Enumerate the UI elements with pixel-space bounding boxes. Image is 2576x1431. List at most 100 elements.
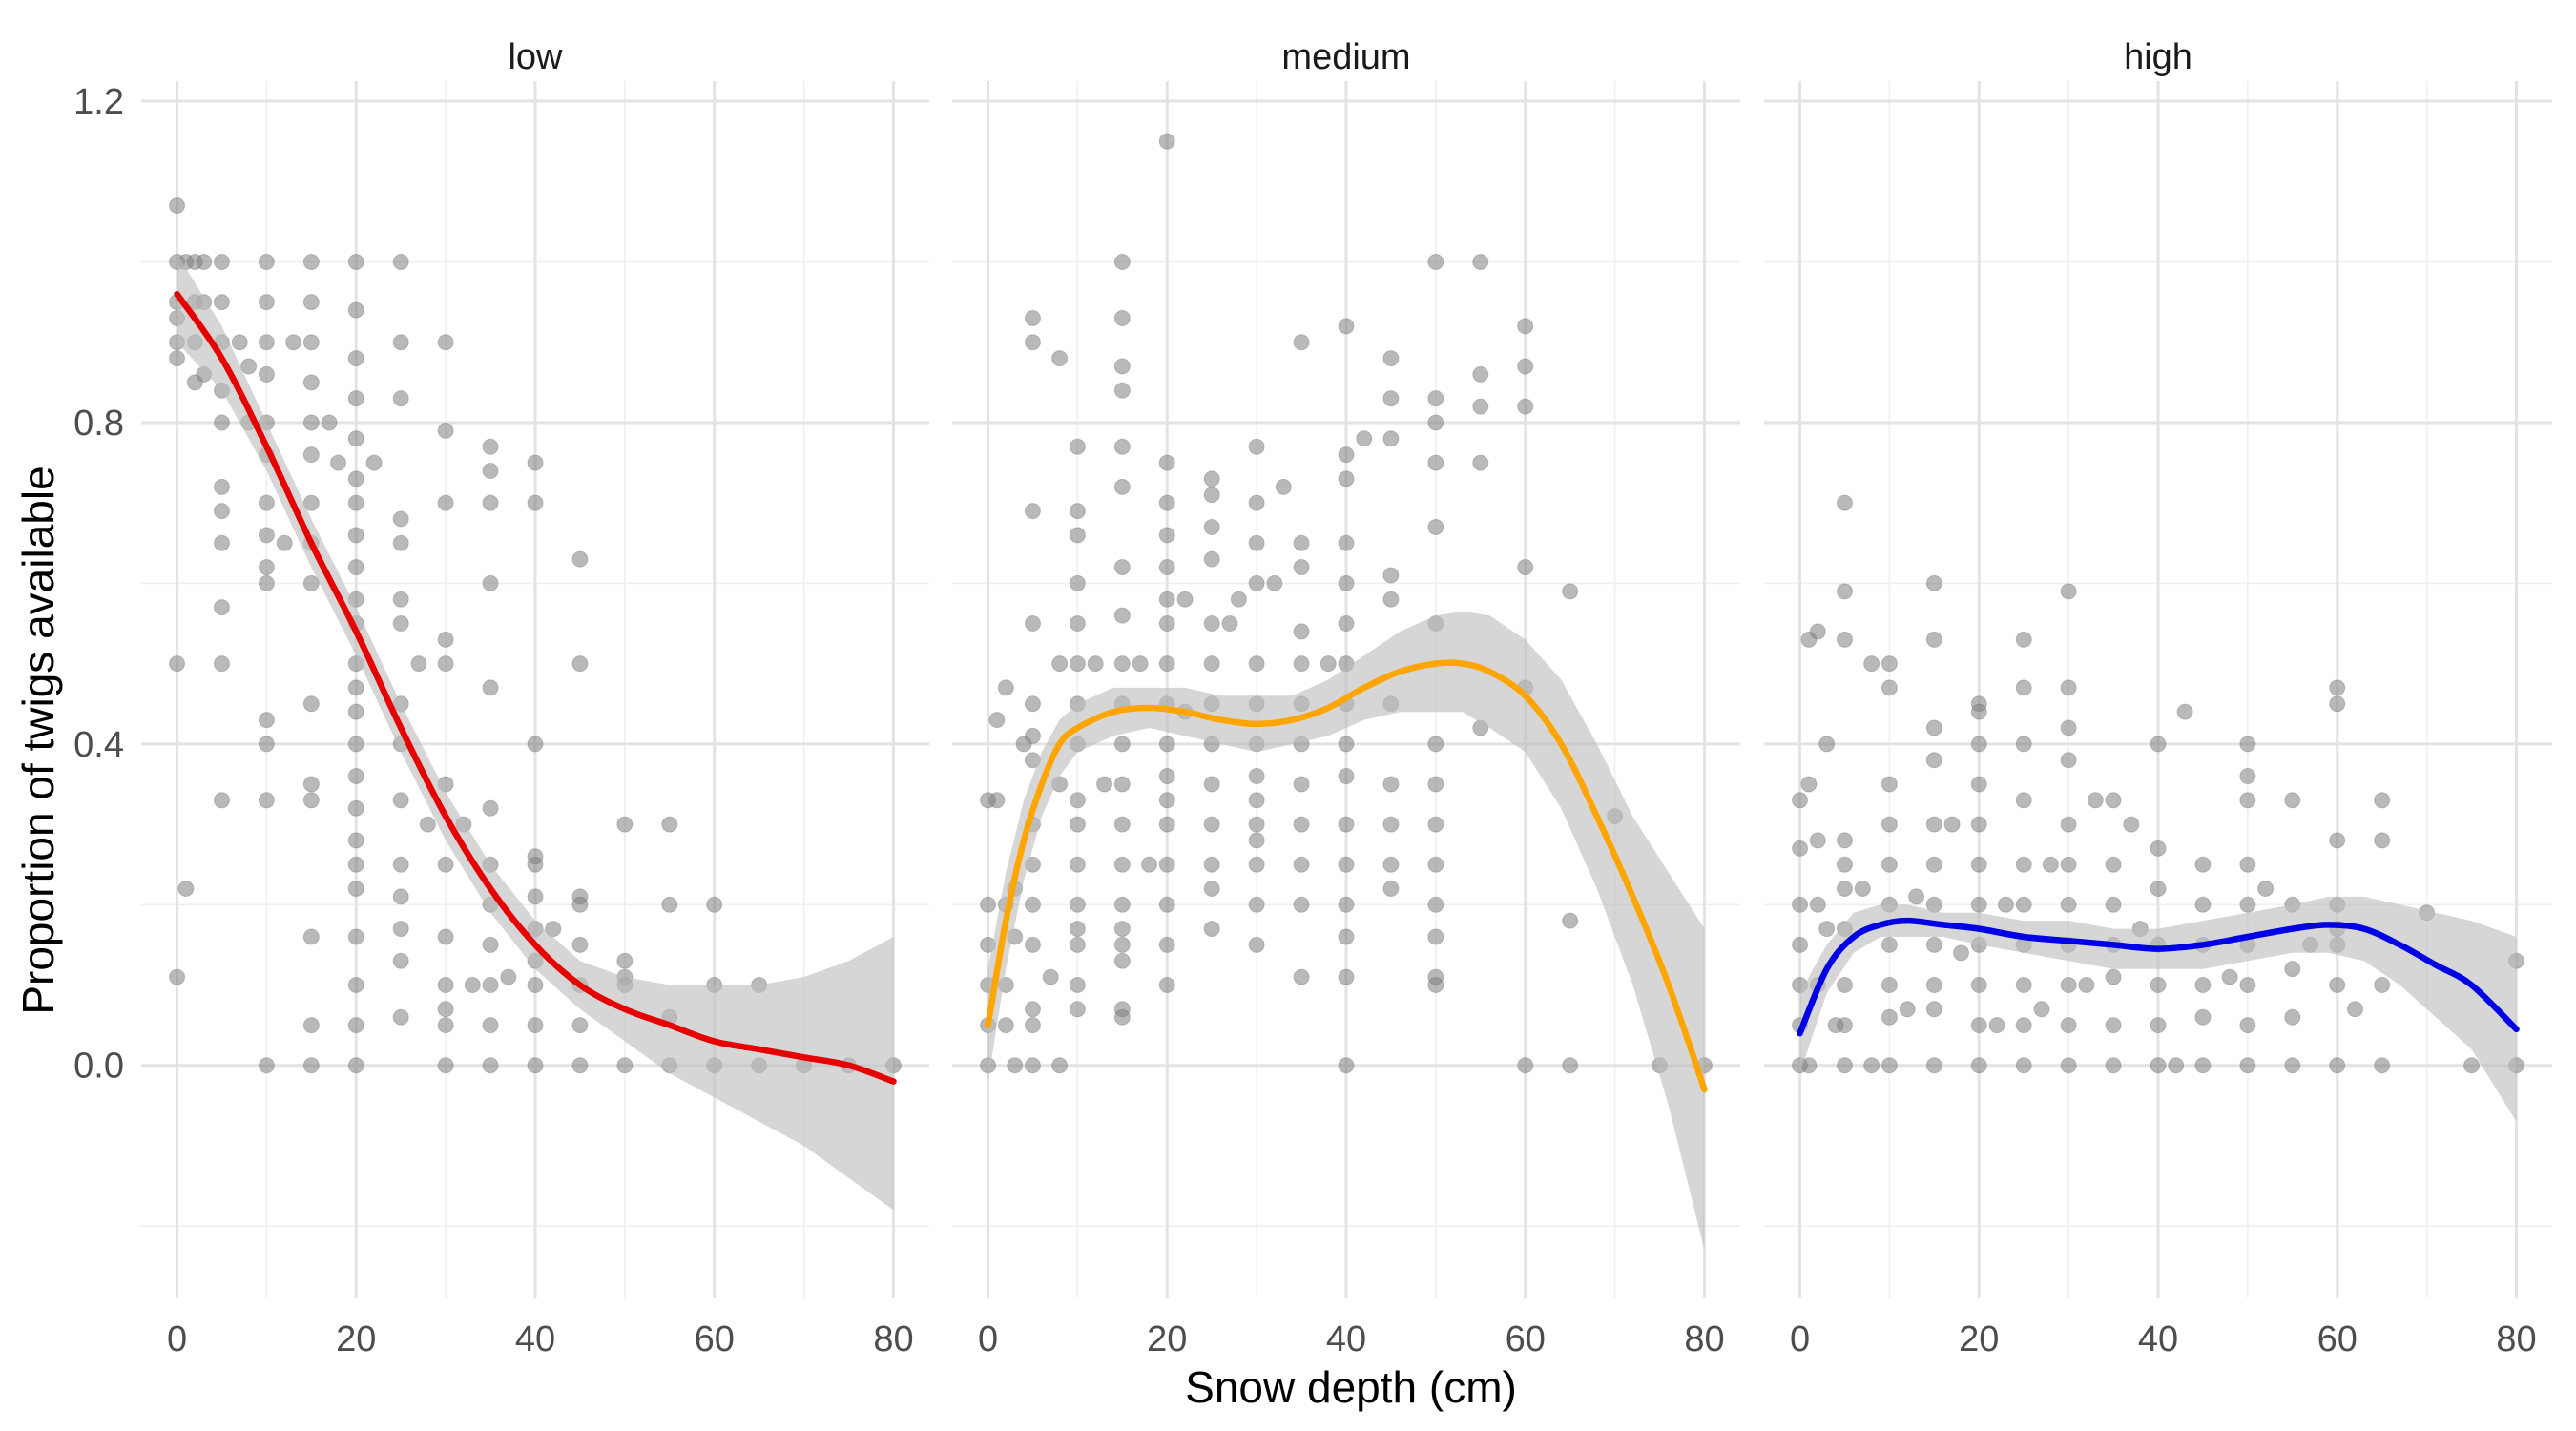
data-point <box>1517 318 1534 335</box>
data-point <box>1836 977 1853 994</box>
data-point <box>1427 928 1444 945</box>
data-point <box>258 254 275 271</box>
y-tick-label: 0.4 <box>73 725 124 765</box>
x-tick-label: 60 <box>2317 1319 2358 1359</box>
data-point <box>2239 1057 2256 1074</box>
data-point <box>527 494 544 511</box>
data-point <box>1908 888 1925 905</box>
data-point <box>1051 350 1069 367</box>
data-point <box>392 792 409 809</box>
data-point <box>1792 936 1809 953</box>
data-point <box>1925 574 1942 591</box>
data-point <box>1203 856 1220 873</box>
data-point <box>258 527 275 544</box>
data-point <box>177 880 195 897</box>
data-point <box>1293 559 1310 576</box>
data-point <box>1024 936 1041 953</box>
smooth-trend-line <box>1797 917 2520 1037</box>
data-point <box>1203 487 1220 504</box>
data-point <box>1113 559 1131 576</box>
data-point <box>1248 768 1265 785</box>
data-point <box>1203 518 1220 535</box>
data-point <box>1562 912 1579 929</box>
data-point <box>1024 1017 1041 1034</box>
data-point <box>437 856 454 873</box>
data-point <box>213 655 230 673</box>
data-point <box>2105 968 2122 985</box>
data-point <box>321 414 338 431</box>
data-point <box>2329 679 2346 696</box>
data-point <box>2087 792 2104 809</box>
data-point <box>1293 816 1310 833</box>
data-point <box>997 679 1014 696</box>
data-point <box>1792 896 1809 913</box>
data-point <box>2221 968 2238 985</box>
smooth-trend-line <box>985 659 1708 1093</box>
data-point <box>2150 977 2167 994</box>
data-point <box>392 254 409 271</box>
data-point <box>1880 655 1898 673</box>
data-point <box>1024 309 1041 326</box>
confidence-ribbon <box>177 254 894 1211</box>
data-point <box>661 816 678 833</box>
data-point <box>1970 856 1987 873</box>
x-tick-label: 60 <box>1506 1319 1546 1359</box>
data-point <box>1854 880 1871 897</box>
data-point <box>2239 768 2256 785</box>
data-point <box>2329 977 2346 994</box>
data-point <box>2150 840 2167 857</box>
data-point <box>1069 816 1086 833</box>
panel-low: low 0 20 40 60 80 <box>141 37 929 1359</box>
data-point <box>2374 792 2391 809</box>
data-point <box>2105 1057 2122 1074</box>
data-point <box>1024 896 1041 913</box>
data-point <box>2060 583 2077 600</box>
data-point <box>392 390 409 407</box>
data-point <box>258 736 275 753</box>
data-point <box>1158 856 1175 873</box>
data-point <box>2284 1008 2301 1026</box>
data-point <box>571 655 589 673</box>
data-point <box>2105 792 2122 809</box>
data-point <box>169 197 186 215</box>
data-point <box>169 350 186 367</box>
data-point <box>1970 736 1987 753</box>
data-point <box>1382 816 1400 833</box>
y-tick-label: 1.2 <box>73 82 124 122</box>
data-point <box>2015 1017 2032 1034</box>
data-point <box>1007 1057 1024 1074</box>
data-point <box>213 478 230 495</box>
data-point <box>1818 736 1836 753</box>
data-point <box>571 1017 589 1034</box>
data-point <box>988 792 1006 809</box>
data-point <box>302 928 320 945</box>
data-point <box>392 615 409 633</box>
data-point <box>169 968 186 985</box>
data-point <box>527 977 544 994</box>
data-point <box>1248 856 1265 873</box>
data-point <box>1863 655 1880 673</box>
data-point <box>2374 1057 2391 1074</box>
data-point <box>1472 454 1489 471</box>
data-point <box>1158 133 1175 150</box>
data-point <box>1158 896 1175 913</box>
data-point <box>1158 736 1175 753</box>
data-point <box>571 550 589 568</box>
data-point <box>2150 1017 2167 1034</box>
data-point <box>258 559 275 576</box>
data-point <box>1069 1001 1086 1018</box>
data-point <box>1809 832 1826 849</box>
data-point <box>1141 856 1157 873</box>
data-point <box>2329 1057 2346 1074</box>
data-point <box>1293 623 1310 640</box>
data-point <box>169 655 186 673</box>
data-point <box>1096 776 1113 793</box>
data-point <box>2194 977 2212 994</box>
data-point <box>482 799 499 817</box>
data-point <box>347 430 364 447</box>
panels-layer: low 0 20 40 60 80 medium 0 20 40 60 80 high 0 20 40 60 80 <box>141 37 2552 1359</box>
data-point <box>2042 856 2059 873</box>
data-point <box>1836 583 1853 600</box>
data-point <box>2257 880 2275 897</box>
data-point <box>285 334 302 351</box>
